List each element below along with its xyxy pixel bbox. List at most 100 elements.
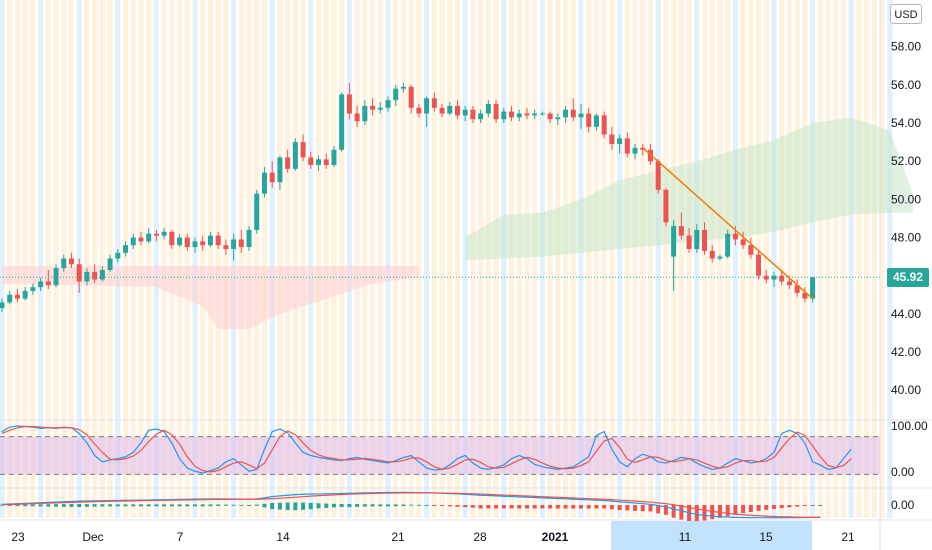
stochastic-k-line — [1, 425, 852, 474]
candle-body — [269, 172, 275, 183]
macd-histogram-bar — [262, 503, 267, 508]
candle-body — [53, 268, 59, 286]
session-band — [524, 0, 530, 518]
session-band — [292, 0, 298, 518]
session-band — [14, 0, 20, 518]
macd-histogram-bar — [463, 505, 468, 508]
candle-body — [539, 113, 545, 115]
macd-histogram-bar — [470, 505, 475, 508]
macd-histogram-bar — [609, 505, 614, 510]
macd-histogram-bar — [579, 505, 583, 509]
session-band — [786, 0, 792, 518]
macd-histogram-bar — [61, 504, 66, 507]
macd-histogram-bar — [802, 505, 807, 506]
session-band — [385, 0, 391, 518]
session-band — [686, 0, 692, 518]
candle-body — [532, 113, 538, 116]
macd-histogram-bar — [301, 502, 306, 510]
session-band — [354, 0, 360, 518]
session-band — [22, 0, 28, 518]
price-tick-label: 42.00 — [891, 345, 921, 359]
macd-histogram-bar — [656, 505, 661, 514]
session-band — [848, 0, 854, 518]
macd-histogram-bar — [733, 505, 738, 515]
macd-histogram-bar — [92, 504, 97, 507]
candle-body — [771, 275, 777, 280]
macd-histogram-bar — [702, 505, 707, 521]
time-tick-label: 23 — [11, 530, 25, 544]
candle-body — [331, 149, 337, 166]
session-band — [215, 0, 221, 518]
session-band — [740, 0, 746, 518]
currency-button[interactable]: USD — [890, 4, 922, 24]
session-band — [323, 0, 329, 518]
candle-body — [555, 117, 561, 120]
macd-histogram-bar — [447, 505, 452, 507]
session-band — [146, 0, 152, 518]
candle-body — [617, 138, 623, 145]
macd-histogram-bar — [602, 505, 607, 509]
trendline[interactable] — [642, 147, 814, 300]
candle-body — [138, 237, 144, 242]
macd-histogram-bar — [46, 504, 51, 507]
macd-histogram-bar — [277, 502, 282, 510]
candle-body — [115, 252, 121, 259]
candle-body — [408, 86, 414, 108]
macd-signal-line — [1, 492, 821, 518]
candle-body — [76, 264, 82, 282]
candle-body — [593, 115, 599, 127]
candle-body — [671, 226, 677, 257]
macd-histogram-bar — [509, 505, 514, 509]
session-band — [509, 0, 515, 518]
session-band — [748, 0, 754, 518]
session-band — [678, 0, 684, 518]
time-tick-label: 14 — [276, 530, 290, 544]
macd-histogram-bar — [123, 504, 128, 507]
session-band — [84, 0, 90, 518]
macd-histogram-bar — [239, 504, 244, 506]
session-band — [99, 0, 105, 518]
macd-histogram-bar — [77, 503, 82, 508]
candle-body — [254, 193, 260, 230]
session-band — [763, 0, 769, 518]
macd-histogram-bar — [308, 502, 313, 510]
time-tick-label: 15 — [759, 530, 773, 544]
candle-body — [601, 115, 607, 135]
stochastic-tick-label: 100.00 — [891, 419, 928, 433]
session-band — [640, 0, 646, 518]
macd-histogram-bar — [787, 505, 792, 508]
candle-body — [30, 287, 36, 291]
candle-body — [624, 138, 630, 154]
macd-histogram-bar — [741, 505, 746, 514]
candle-body — [68, 258, 74, 265]
macd-histogram-bar — [779, 505, 784, 509]
macd-histogram-bar — [108, 504, 113, 507]
session-band — [617, 0, 623, 518]
macd-histogram-bar — [386, 504, 390, 507]
macd-histogram-bar — [617, 505, 622, 511]
stochastic-d-line — [1, 425, 852, 473]
macd-histogram-bar — [663, 505, 668, 515]
candle-body — [323, 159, 329, 166]
price-tick-label: 54.00 — [891, 116, 921, 130]
session-band — [593, 0, 599, 518]
macd-histogram-bar — [416, 504, 421, 506]
session-band — [153, 0, 159, 518]
candle-body — [316, 159, 322, 166]
session-band — [555, 0, 561, 518]
time-tick-label: Dec — [82, 530, 103, 544]
candle-body — [285, 157, 291, 169]
session-band — [570, 0, 576, 518]
candle-body — [802, 292, 808, 299]
macd-histogram-bar — [177, 504, 182, 507]
candle-body — [547, 113, 553, 120]
candle-body — [393, 88, 399, 101]
macd-histogram-bar — [200, 504, 205, 507]
session-band — [501, 0, 507, 518]
macd-histogram-bar — [486, 505, 491, 509]
session-band — [184, 0, 190, 518]
session-band — [601, 0, 607, 518]
candle-body — [485, 103, 491, 114]
